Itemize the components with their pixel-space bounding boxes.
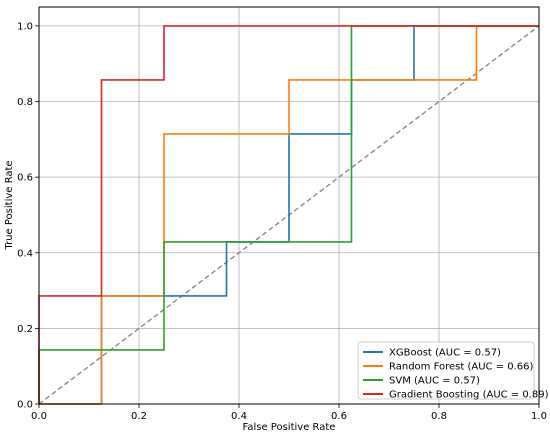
x-tick-label: 0.0	[31, 411, 47, 422]
y-tick-label: 0.0	[17, 400, 33, 411]
x-axis-ticks: 0.0 0.2 0.4 0.6 0.8 1.0	[31, 404, 547, 422]
x-tick-label: 0.4	[231, 411, 247, 422]
legend-label-2: Random Forest (AUC = 0.66)	[389, 362, 533, 373]
legend-label-1: XGBoost (AUC = 0.57)	[389, 348, 501, 359]
legend-label-4: Gradient Boosting (AUC = 0.89)	[389, 390, 549, 401]
x-tick-label: 0.2	[131, 411, 147, 422]
legend: XGBoost (AUC = 0.57) Random Forest (AUC =…	[357, 341, 549, 401]
legend-label-3: SVM (AUC = 0.57)	[389, 376, 480, 387]
y-axis-label: True Positive Rate	[4, 160, 15, 250]
y-tick-label: 0.8	[17, 97, 33, 108]
x-tick-label: 1.0	[531, 411, 547, 422]
plot-frame	[38, 6, 540, 405]
legend-box	[357, 341, 535, 400]
x-axis-label: False Positive Rate	[243, 422, 336, 433]
y-tick-label: 0.4	[17, 248, 33, 259]
y-tick-label: 0.2	[17, 324, 33, 335]
x-tick-label: 0.6	[331, 411, 347, 422]
y-tick-label: 0.6	[17, 173, 33, 184]
y-axis-ticks: 0.0 0.2 0.4 0.6 0.8 1.0	[17, 21, 39, 411]
y-tick-label: 1.0	[17, 21, 33, 32]
x-tick-label: 0.8	[431, 411, 447, 422]
